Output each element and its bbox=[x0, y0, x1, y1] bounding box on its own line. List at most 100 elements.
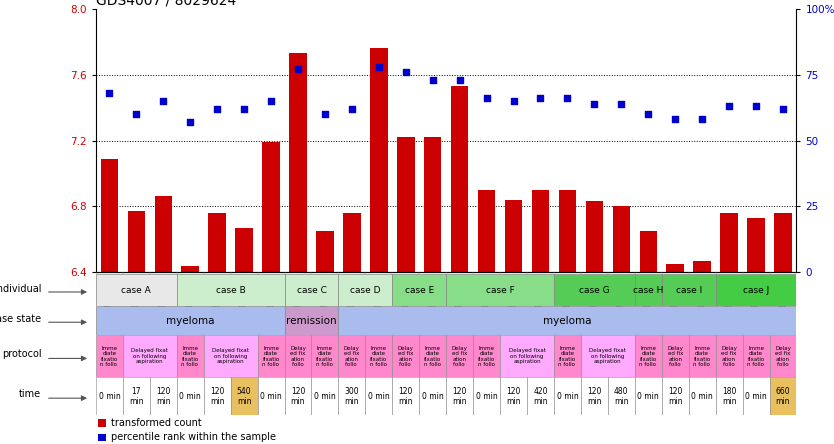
Text: Delay
ed fix
ation
follo: Delay ed fix ation follo bbox=[775, 346, 791, 367]
Bar bbox=[203, 335, 258, 377]
Point bbox=[426, 76, 440, 83]
Bar bbox=[150, 377, 177, 415]
Text: 480
min: 480 min bbox=[614, 387, 629, 406]
Bar bbox=[635, 377, 661, 415]
Text: Imme
diate
fixatio
n follo: Imme diate fixatio n follo bbox=[424, 346, 442, 367]
Point bbox=[722, 103, 736, 110]
Point bbox=[210, 105, 224, 112]
Text: time: time bbox=[19, 389, 41, 400]
Text: percentile rank within the sample: percentile rank within the sample bbox=[111, 432, 276, 442]
Text: 0 min: 0 min bbox=[422, 392, 444, 401]
Bar bbox=[182, 266, 199, 444]
Text: Imme
diate
fixatio
n follo: Imme diate fixatio n follo bbox=[639, 346, 657, 367]
Bar bbox=[742, 335, 770, 377]
Bar bbox=[96, 377, 123, 415]
Point bbox=[588, 100, 601, 107]
Text: 0 min: 0 min bbox=[475, 392, 498, 401]
Text: Imme
diate
fixatio
n follo: Imme diate fixatio n follo bbox=[100, 346, 118, 367]
Text: remission: remission bbox=[286, 316, 337, 326]
Text: Imme
diate
fixatio
n follo: Imme diate fixatio n follo bbox=[747, 346, 765, 367]
Bar bbox=[365, 335, 392, 377]
Point bbox=[129, 111, 143, 118]
Bar bbox=[747, 218, 765, 444]
Bar bbox=[98, 419, 106, 427]
Text: Imme
diate
fixatio
n follo: Imme diate fixatio n follo bbox=[262, 346, 280, 367]
Bar bbox=[258, 377, 284, 415]
Text: myeloma: myeloma bbox=[543, 316, 591, 326]
Text: Imme
diate
fixatio
n follo: Imme diate fixatio n follo bbox=[559, 346, 576, 367]
Point bbox=[641, 111, 655, 118]
Text: 0 min: 0 min bbox=[260, 392, 282, 401]
Bar bbox=[123, 335, 177, 377]
Text: case E: case E bbox=[404, 286, 434, 295]
Bar bbox=[716, 274, 796, 306]
Text: 0 min: 0 min bbox=[556, 392, 578, 401]
Point bbox=[183, 119, 197, 126]
Bar bbox=[770, 377, 796, 415]
Bar bbox=[612, 206, 631, 444]
Text: 420
min: 420 min bbox=[533, 387, 548, 406]
Text: 0 min: 0 min bbox=[745, 392, 767, 401]
Text: Delayed fixat
on following
aspiration: Delayed fixat on following aspiration bbox=[132, 349, 168, 364]
Text: Delay
ed fix
ation
follo: Delay ed fix ation follo bbox=[667, 346, 683, 367]
Bar bbox=[527, 377, 554, 415]
Text: 660
min: 660 min bbox=[776, 387, 791, 406]
Bar bbox=[559, 190, 576, 444]
Point bbox=[319, 111, 332, 118]
Text: case F: case F bbox=[485, 286, 515, 295]
Point bbox=[157, 98, 170, 105]
Point bbox=[615, 100, 628, 107]
Text: 120
min: 120 min bbox=[156, 387, 170, 406]
Bar bbox=[392, 335, 420, 377]
Bar bbox=[203, 377, 231, 415]
Bar bbox=[721, 213, 738, 444]
Bar bbox=[177, 335, 203, 377]
Bar bbox=[284, 335, 311, 377]
Bar bbox=[635, 335, 661, 377]
Bar bbox=[370, 48, 388, 444]
Bar bbox=[770, 335, 796, 377]
Bar bbox=[500, 377, 527, 415]
Text: Delay
ed fix
ation
follo: Delay ed fix ation follo bbox=[344, 346, 359, 367]
Text: disease state: disease state bbox=[0, 314, 41, 325]
Text: 0 min: 0 min bbox=[637, 392, 659, 401]
Text: Delay
ed fix
ation
follo: Delay ed fix ation follo bbox=[721, 346, 737, 367]
Bar bbox=[284, 306, 339, 335]
Point bbox=[372, 63, 385, 70]
Text: case G: case G bbox=[579, 286, 610, 295]
Text: 0 min: 0 min bbox=[98, 392, 120, 401]
Point bbox=[453, 76, 466, 83]
Text: 120
min: 120 min bbox=[506, 387, 520, 406]
Text: Imme
diate
fixatio
n follo: Imme diate fixatio n follo bbox=[369, 346, 388, 367]
Text: 300
min: 300 min bbox=[344, 387, 359, 406]
Point bbox=[507, 98, 520, 105]
Text: 120
min: 120 min bbox=[210, 387, 224, 406]
Text: 120
min: 120 min bbox=[452, 387, 467, 406]
Bar bbox=[101, 159, 118, 444]
Bar bbox=[774, 213, 791, 444]
Point bbox=[264, 98, 278, 105]
Text: 17
min: 17 min bbox=[129, 387, 143, 406]
Text: transformed count: transformed count bbox=[111, 418, 202, 428]
Bar bbox=[661, 377, 689, 415]
Bar bbox=[258, 335, 284, 377]
Text: protocol: protocol bbox=[2, 349, 41, 359]
Bar bbox=[554, 377, 581, 415]
Text: myeloma: myeloma bbox=[166, 316, 214, 326]
Bar bbox=[478, 190, 495, 444]
Bar bbox=[231, 377, 258, 415]
Bar bbox=[235, 228, 253, 444]
Text: Delay
ed fix
ation
follo: Delay ed fix ation follo bbox=[398, 346, 414, 367]
Point bbox=[399, 68, 413, 75]
Text: 120
min: 120 min bbox=[668, 387, 682, 406]
Bar bbox=[661, 274, 716, 306]
Bar bbox=[581, 335, 635, 377]
Bar bbox=[397, 137, 414, 444]
Bar bbox=[208, 213, 226, 444]
Bar bbox=[716, 377, 742, 415]
Text: case C: case C bbox=[297, 286, 326, 295]
Text: Imme
diate
fixatio
n follo: Imme diate fixatio n follo bbox=[181, 346, 199, 367]
Bar bbox=[585, 202, 603, 444]
Text: Imme
diate
fixatio
n follo: Imme diate fixatio n follo bbox=[693, 346, 711, 367]
Bar bbox=[262, 142, 280, 444]
